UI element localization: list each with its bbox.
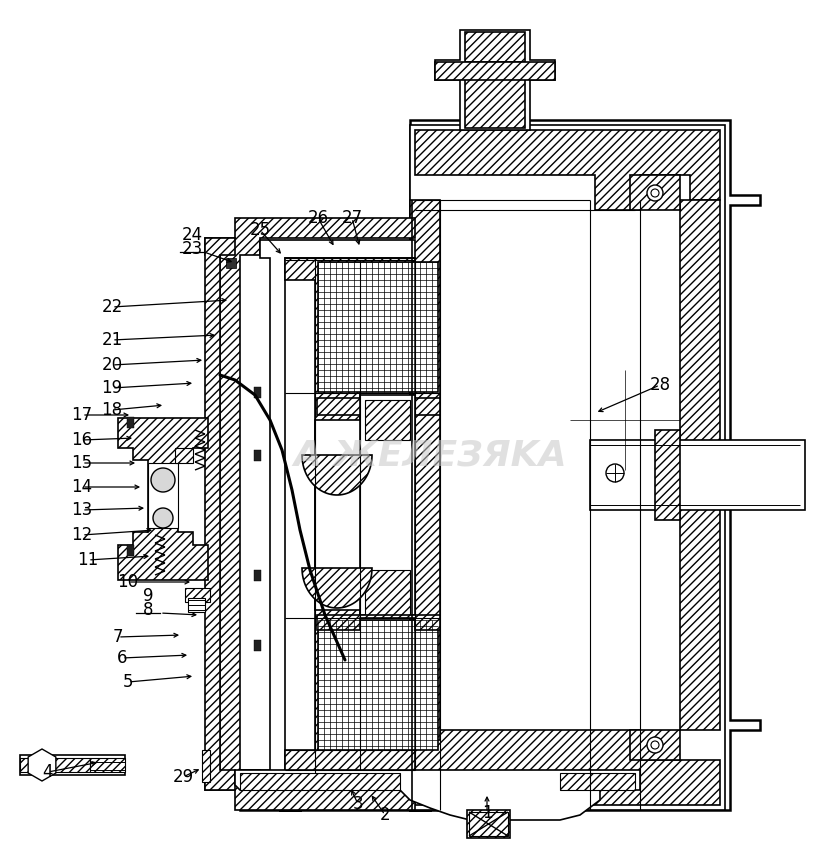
- Polygon shape: [285, 258, 414, 773]
- Text: 9: 9: [143, 587, 153, 605]
- Bar: [318, 262, 437, 392]
- Polygon shape: [590, 440, 804, 510]
- Text: 29: 29: [172, 768, 193, 786]
- Polygon shape: [654, 430, 679, 520]
- Text: 8: 8: [143, 601, 153, 619]
- Circle shape: [153, 508, 173, 528]
- Bar: [90, 758, 124, 772]
- Circle shape: [151, 468, 174, 492]
- Circle shape: [650, 189, 658, 197]
- Polygon shape: [317, 398, 440, 440]
- Bar: [254, 450, 260, 461]
- Text: 27: 27: [341, 209, 362, 227]
- Polygon shape: [464, 32, 524, 62]
- Bar: [127, 545, 133, 556]
- Bar: [254, 387, 260, 398]
- Polygon shape: [317, 615, 440, 630]
- Polygon shape: [629, 730, 679, 760]
- Polygon shape: [464, 78, 524, 128]
- Polygon shape: [410, 200, 440, 740]
- Text: 12: 12: [71, 526, 93, 544]
- Polygon shape: [20, 758, 90, 772]
- Polygon shape: [414, 730, 719, 805]
- Polygon shape: [205, 218, 414, 810]
- Polygon shape: [260, 240, 414, 790]
- Text: 6: 6: [116, 649, 127, 667]
- Polygon shape: [174, 448, 192, 463]
- Polygon shape: [559, 773, 634, 790]
- Bar: [226, 258, 236, 268]
- Bar: [254, 570, 260, 581]
- Polygon shape: [314, 420, 360, 610]
- Bar: [254, 640, 260, 651]
- Text: 2: 2: [379, 806, 390, 824]
- Circle shape: [646, 185, 663, 201]
- Text: 4: 4: [43, 763, 53, 781]
- Text: 20: 20: [102, 356, 122, 374]
- Text: 23: 23: [181, 240, 202, 258]
- Text: 21: 21: [102, 331, 123, 349]
- Circle shape: [605, 464, 623, 482]
- Text: 11: 11: [77, 551, 98, 569]
- Text: 19: 19: [102, 379, 122, 397]
- Circle shape: [650, 741, 658, 749]
- Polygon shape: [434, 30, 554, 130]
- Bar: [127, 417, 133, 428]
- Text: 26: 26: [307, 209, 328, 227]
- Polygon shape: [28, 749, 56, 781]
- Polygon shape: [301, 455, 372, 495]
- Text: 25: 25: [249, 221, 270, 239]
- Text: 18: 18: [102, 401, 122, 419]
- Polygon shape: [629, 175, 679, 210]
- Polygon shape: [467, 810, 509, 838]
- Polygon shape: [235, 770, 639, 820]
- Text: 17: 17: [71, 406, 93, 424]
- Text: 28: 28: [649, 376, 670, 394]
- Text: 16: 16: [71, 431, 93, 449]
- Text: 10: 10: [117, 573, 138, 591]
- Text: 13: 13: [71, 501, 93, 519]
- Text: 5: 5: [123, 673, 133, 691]
- Polygon shape: [360, 395, 414, 615]
- Polygon shape: [301, 568, 372, 608]
- Polygon shape: [185, 588, 210, 602]
- Text: 1: 1: [481, 804, 491, 822]
- Polygon shape: [188, 598, 205, 612]
- Text: 22: 22: [102, 298, 123, 316]
- Bar: [201, 750, 210, 782]
- Polygon shape: [240, 120, 759, 810]
- Text: А ЖЕЛЕЗЯKA: А ЖЕЛЕЗЯKA: [293, 438, 566, 472]
- Polygon shape: [679, 200, 719, 730]
- Polygon shape: [414, 130, 719, 210]
- Polygon shape: [118, 418, 208, 580]
- Polygon shape: [410, 125, 724, 810]
- Circle shape: [646, 737, 663, 753]
- Text: 14: 14: [71, 478, 93, 496]
- Text: 7: 7: [113, 628, 123, 646]
- Polygon shape: [20, 755, 124, 775]
- Text: 3: 3: [352, 795, 363, 813]
- Polygon shape: [240, 773, 400, 790]
- Polygon shape: [364, 570, 410, 615]
- Bar: [468, 812, 508, 836]
- Bar: [147, 463, 178, 528]
- Polygon shape: [434, 62, 554, 80]
- Bar: [318, 620, 437, 750]
- Text: 24: 24: [181, 226, 202, 244]
- Polygon shape: [205, 238, 235, 790]
- Text: 15: 15: [71, 454, 93, 472]
- Polygon shape: [364, 400, 410, 440]
